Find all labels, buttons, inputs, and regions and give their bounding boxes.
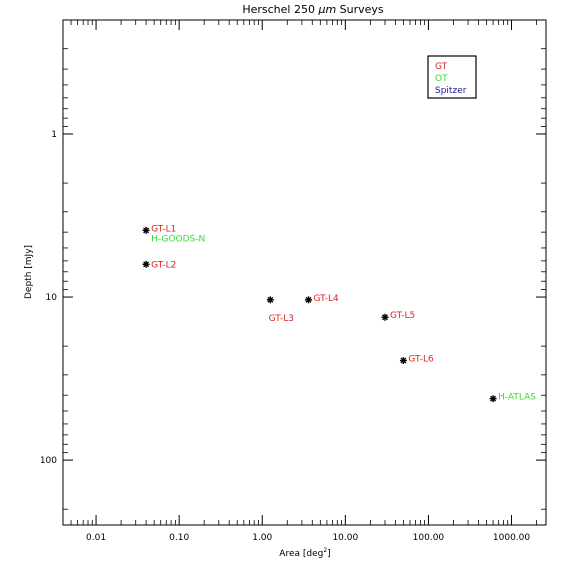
legend-entry-spitzer: Spitzer	[435, 86, 467, 96]
point-label: GT-L6	[408, 355, 434, 365]
point-marker-stroke	[305, 296, 312, 303]
point-marker-stroke	[490, 395, 497, 402]
x-tick-label: 1000.00	[493, 533, 530, 543]
x-axis-label-sup: 2	[323, 547, 327, 554]
point-label: H-ATLAS	[498, 393, 536, 403]
y-tick-label: 1	[51, 130, 57, 140]
data-point: GT-L5	[381, 311, 415, 321]
point-marker-stroke	[143, 227, 150, 234]
point-label: H-GOODS-N	[151, 234, 205, 244]
y-axis-label: Depth [mJy]	[24, 245, 34, 299]
legend-entry-ot: OT	[435, 74, 448, 84]
point-label: GT-L3	[269, 314, 294, 324]
data-point: GT-L6	[399, 355, 434, 365]
point-label: GT-L4	[313, 294, 339, 304]
x-axis-label: Area [deg2]	[279, 547, 330, 559]
chart-title-unit: μm	[317, 3, 336, 16]
data-points: GT-L1H-GOODS-N GT-L2 GT-L3 GT-L4 GT-L5 GT-L6 H…	[142, 224, 536, 403]
point-label: GT-L5	[390, 311, 415, 321]
data-point: H-ATLAS	[489, 393, 536, 403]
point-label: GT-L1	[151, 224, 176, 234]
data-point: GT-L3	[266, 296, 294, 324]
x-tick-labels: 0.01 0.10 1.00 10.00 100.00 1000.00	[86, 533, 530, 543]
legend-box	[427, 55, 477, 99]
point-marker-stroke	[267, 296, 274, 303]
x-tick-label: 100.00	[413, 533, 445, 543]
legend-entry-gt: GT	[435, 62, 448, 72]
x-tick-label: 1.00	[252, 533, 272, 543]
data-point: GT-L4	[304, 294, 339, 304]
x-tick-label: 10.00	[332, 533, 358, 543]
minor-ticks	[63, 20, 546, 525]
x-tick-label: 0.10	[169, 533, 189, 543]
y-tick-labels: 1 10 100	[40, 130, 57, 466]
point-label: GT-L2	[151, 260, 176, 270]
y-tick-label: 100	[40, 456, 57, 466]
data-point: GT-L2	[142, 260, 176, 270]
y-tick-label: 10	[46, 293, 58, 303]
legend: GT OT Spitzer	[427, 55, 477, 99]
plot-frame	[62, 19, 547, 526]
chart-title: Herschel 250 μm Surveys	[242, 3, 384, 16]
major-ticks	[63, 20, 546, 525]
point-marker-stroke	[382, 314, 388, 321]
x-tick-label: 0.01	[86, 533, 106, 543]
point-marker-stroke	[143, 261, 150, 268]
data-point: GT-L1H-GOODS-N	[142, 224, 205, 244]
point-marker-stroke	[400, 357, 407, 364]
